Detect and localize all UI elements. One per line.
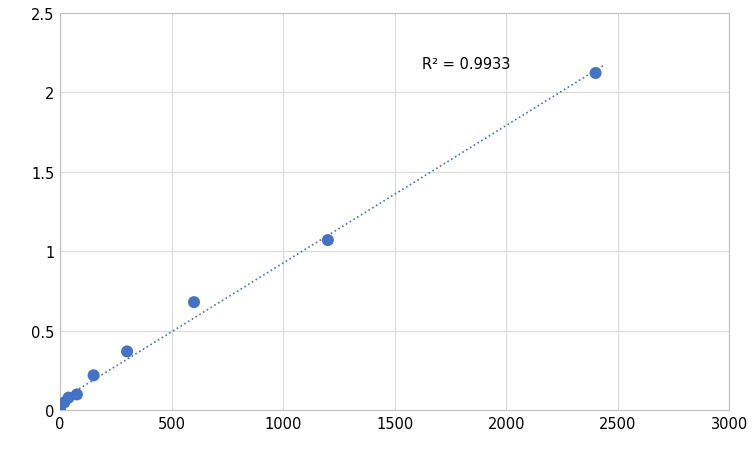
- Point: [54, 407, 66, 414]
- Point: [590, 70, 602, 78]
- Point: [71, 391, 83, 398]
- Point: [62, 394, 74, 401]
- Point: [188, 299, 200, 306]
- Text: R² = 0.9933: R² = 0.9933: [422, 57, 510, 72]
- Point: [59, 399, 71, 406]
- Point: [322, 237, 334, 244]
- Point: [121, 348, 133, 355]
- Point: [87, 372, 99, 379]
